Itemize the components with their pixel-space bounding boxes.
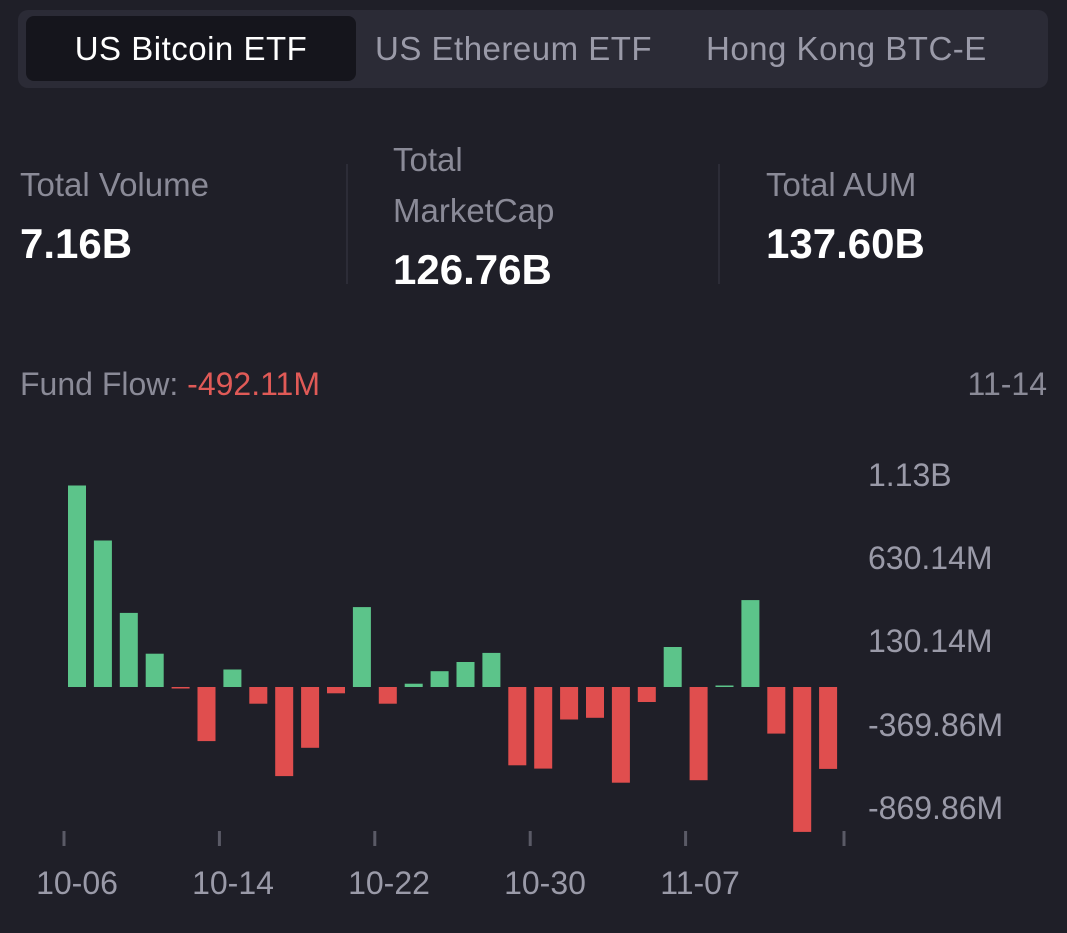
x-tick-label: 10-30 [504,865,586,901]
flow-bar [663,647,682,687]
flow-bar [430,671,449,687]
total-marketcap-label-line1: Total [393,141,463,178]
y-tick-label: 1.13B [868,457,952,493]
flow-bar [301,687,320,748]
stat-divider [718,164,720,284]
flow-bar [197,687,216,742]
tab-us-bitcoin-etf[interactable]: US Bitcoin ETF [26,16,356,81]
flow-bar [223,669,242,687]
flow-bar [275,687,294,777]
fund-flow-label: Fund Flow: -492.11M [20,366,320,403]
flow-bar [456,662,475,687]
total-aum-label: Total AUM [766,166,917,203]
x-tick-label: 10-06 [36,865,118,901]
x-tick-label: 10-22 [348,865,430,901]
flow-bar [534,687,553,769]
flow-bar [327,687,345,694]
total-marketcap-value: 126.76B [393,246,552,293]
tab-us-ethereum-etf[interactable]: US Ethereum ETF [375,30,653,67]
total-marketcap-label-line2: MarketCap [393,192,555,229]
flow-bar [689,687,708,781]
x-tick-label: 11-07 [660,865,739,901]
stat-divider [346,164,348,284]
etf-tab-bar: US Bitcoin ETF US Ethereum ETF Hong Kong… [18,10,1048,88]
total-volume-value: 7.16B [20,220,133,267]
flow-bar [145,653,164,687]
y-tick-label: 630.14M [868,540,993,576]
fund-flow-date: 11-14 [967,366,1047,402]
total-aum-value: 137.60B [766,220,925,267]
flow-bar [119,612,138,687]
tab-hong-kong-btc-etf[interactable]: Hong Kong BTC-E [706,30,987,67]
fund-flow-title: Fund Flow: [20,366,179,402]
flow-bar [378,687,397,704]
flow-bar [586,687,604,718]
y-tick-label: -869.86M [868,790,1003,826]
flow-bar [508,687,527,766]
flow-bar [741,600,760,687]
flow-bar [767,687,786,734]
fund-flow-value: -492.11M [187,366,320,402]
flow-bar [560,687,579,720]
flow-bar [171,687,190,689]
total-volume-label: Total Volume [20,166,209,203]
flow-bar [93,540,112,687]
flow-bar [611,687,630,783]
flow-bar [793,687,812,832]
flow-bar [819,687,838,769]
flow-bar [482,652,501,687]
flow-bar [68,485,86,687]
y-tick-label: 130.14M [868,623,993,659]
y-tick-label: -369.86M [868,707,1003,743]
flow-bar [352,607,371,687]
flow-bar [637,687,656,702]
x-tick-label: 10-14 [192,865,274,901]
flow-bar [404,683,423,687]
flow-bar [249,687,268,704]
flow-bar [715,685,734,687]
